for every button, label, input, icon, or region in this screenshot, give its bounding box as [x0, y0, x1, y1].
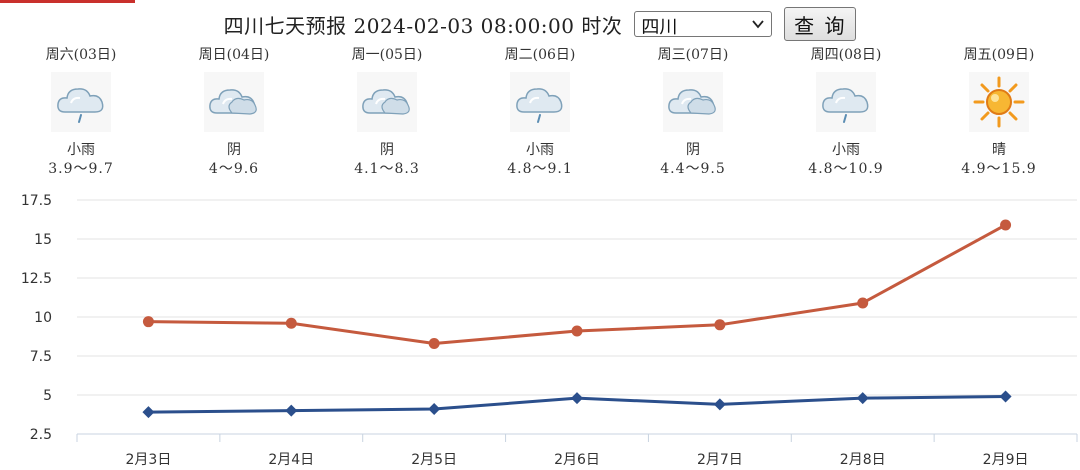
- data-point: [428, 338, 440, 350]
- day-label: 周三(07日): [657, 47, 729, 63]
- temperature-range: 4～9.6: [208, 161, 260, 177]
- forecast-day: 周三(07日) 阴 4.4～9.5: [622, 44, 764, 178]
- chevron-down-icon: [752, 20, 765, 29]
- weather-condition: 小雨: [832, 142, 860, 158]
- day-label: 周二(06日): [504, 47, 576, 63]
- forecast-days: 周六(03日) 小雨 3.9～9.7 周日(04日) 阴 4～9.6 周一(05日)…: [0, 44, 1080, 184]
- header: 四川七天预报 2024-02-03 08:00:00 时次 四川 查 询: [0, 6, 1080, 42]
- data-point: [856, 392, 869, 405]
- x-tick-label: 2月5日: [411, 452, 457, 468]
- data-point: [285, 317, 297, 329]
- temperature-range: 4.9～15.9: [961, 161, 1037, 177]
- cloud-overcast-icon: [663, 72, 723, 132]
- x-tick-label: 2月4日: [268, 452, 314, 468]
- data-point: [571, 392, 583, 405]
- x-tick-label: 2月7日: [697, 452, 743, 468]
- temperature-range: 4.8～10.9: [808, 161, 884, 177]
- temperature-range: 4.4～9.5: [660, 161, 726, 177]
- forecast-day: 周一(05日) 阴 4.1～8.3: [316, 44, 458, 178]
- temperature-range: 4.1～8.3: [354, 161, 420, 177]
- forecast-day: 周日(04日) 阴 4～9.6: [163, 44, 305, 178]
- x-tick-label: 2月9日: [983, 452, 1029, 468]
- temperature-range: 3.9～9.7: [48, 161, 114, 177]
- x-tick-label: 2月8日: [840, 452, 886, 468]
- accent-bar: [0, 0, 135, 3]
- forecast-day: 周四(08日) 小雨 4.8～10.9: [775, 44, 917, 178]
- data-point: [714, 319, 726, 331]
- weather-condition: 小雨: [526, 142, 554, 158]
- cloud-rain-icon: [510, 72, 570, 132]
- y-tick-label: 2.5: [30, 427, 52, 443]
- y-tick-label: 15: [34, 232, 52, 248]
- forecast-day: 周六(03日) 小雨 3.9～9.7: [10, 44, 152, 178]
- cloud-rain-icon: [816, 72, 876, 132]
- cloud-overcast-icon: [357, 72, 417, 132]
- y-tick-label: 10: [34, 310, 52, 326]
- weather-condition: 小雨: [67, 142, 95, 158]
- weather-condition: 晴: [992, 142, 1006, 158]
- region-select[interactable]: 四川: [634, 11, 773, 38]
- cloud-rain-icon: [51, 72, 111, 132]
- data-point: [713, 398, 726, 411]
- data-point: [857, 297, 869, 309]
- weather-condition: 阴: [380, 142, 394, 158]
- y-tick-label: 5: [43, 388, 52, 404]
- data-point: [142, 406, 155, 419]
- x-tick-label: 2月6日: [554, 452, 600, 468]
- page-title: 四川七天预报 2024-02-03 08:00:00 时次: [223, 13, 623, 38]
- data-point: [285, 404, 298, 417]
- day-label: 周五(09日): [963, 47, 1035, 63]
- temperature-chart: 2.5 5 7.5 10 12.5 15 17.5 2月3日 2月4日 2月5日 2月6日 2月7日 2…: [21, 193, 1078, 468]
- weather-condition: 阴: [227, 142, 241, 158]
- y-tick-label: 7.5: [30, 349, 52, 365]
- weather-condition: 阴: [686, 142, 700, 158]
- data-point: [428, 403, 441, 416]
- forecast-day: 周五(09日) 晴 4.9～15.9: [928, 44, 1070, 178]
- cloud-overcast-icon: [204, 72, 264, 132]
- day-label: 周日(04日): [198, 47, 270, 63]
- y-tick-label: 12.5: [21, 271, 52, 287]
- day-label: 周一(05日): [351, 47, 423, 63]
- query-button[interactable]: 查 询: [784, 7, 857, 41]
- data-point: [999, 390, 1012, 403]
- sun-icon: [969, 72, 1029, 132]
- temperature-range: 4.8～9.1: [507, 161, 573, 177]
- x-tick-label: 2月3日: [126, 452, 172, 468]
- forecast-day: 周二(06日) 小雨 4.8～9.1: [469, 44, 611, 178]
- data-point: [142, 316, 154, 328]
- region-select-value: 四川: [641, 17, 678, 38]
- data-point: [571, 325, 583, 337]
- day-label: 周六(03日): [45, 47, 117, 63]
- day-label: 周四(08日): [810, 47, 882, 63]
- data-point: [1000, 219, 1012, 231]
- y-tick-label: 17.5: [21, 193, 52, 209]
